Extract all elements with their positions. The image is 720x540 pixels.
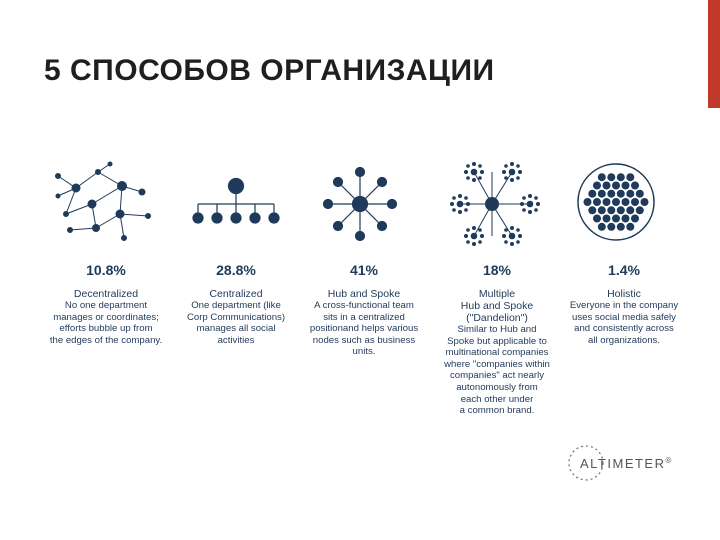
holistic-node xyxy=(640,198,649,206)
holistic-node xyxy=(597,206,606,215)
holistic-node xyxy=(635,206,644,215)
model-holistic: 1.4% Holistic Everyone in the company us… xyxy=(556,262,692,346)
holistic-node xyxy=(602,181,611,190)
logo-registered-mark: ® xyxy=(665,456,673,465)
model-percent: 18% xyxy=(482,262,512,278)
holistic-node xyxy=(612,181,620,190)
model-name: Centralized xyxy=(209,288,263,300)
holistic-node xyxy=(593,181,601,190)
holistic-node xyxy=(621,214,630,223)
holistic-node xyxy=(607,173,616,182)
holistic-node xyxy=(597,189,606,198)
model-percent: 10.8% xyxy=(86,262,126,278)
holistic-node xyxy=(616,189,625,198)
holistic-node xyxy=(631,198,639,206)
holistic-node xyxy=(631,214,639,223)
holistic-node xyxy=(616,222,625,231)
model-description: Everyone in the company uses social medi… xyxy=(569,300,679,346)
model-name: Hub and Spoke xyxy=(327,288,401,300)
model-name: Multiple Hub and Spoke ("Dandelion") xyxy=(460,288,534,324)
accent-bar xyxy=(708,0,720,108)
model-decentralized: 10.8% Decentralized No one department ma… xyxy=(38,262,174,346)
dandelion-icon xyxy=(450,162,540,246)
holistic-node xyxy=(588,206,597,215)
holistic-node xyxy=(631,181,639,190)
holistic-node xyxy=(635,189,644,198)
model-multiple-hub-and-spoke: 18% Multiple Hub and Spoke ("Dandelion")… xyxy=(430,262,564,417)
holistic-node xyxy=(612,214,620,223)
altimeter-logo-mark xyxy=(568,445,604,481)
holistic-node xyxy=(593,214,601,223)
model-description: No one department manages or coordinates… xyxy=(49,300,163,346)
holistic-node xyxy=(593,198,601,206)
holistic-node xyxy=(607,222,616,231)
holistic-node xyxy=(621,181,630,190)
holistic-node xyxy=(583,198,592,206)
model-percent: 28.8% xyxy=(216,262,256,278)
holistic-node xyxy=(607,189,616,198)
altimeter-logo: ALTIMETER® xyxy=(580,456,673,471)
model-description: One department (like Corp Communications… xyxy=(186,300,286,346)
model-name: Holistic xyxy=(607,288,641,300)
holistic-node xyxy=(616,206,625,215)
logo-text: ALTIMETER xyxy=(580,456,666,471)
holistic-node xyxy=(602,214,611,223)
holistic-node xyxy=(626,173,635,182)
model-description: A cross-functional team sits in a centra… xyxy=(309,300,419,358)
holistic-node xyxy=(607,206,616,215)
model-description: Similar to Hub and Spoke but applicable … xyxy=(444,324,550,417)
holistic-node xyxy=(612,198,620,206)
holistic-node xyxy=(621,198,630,206)
holistic-node xyxy=(597,222,606,231)
holistic-node xyxy=(602,198,611,206)
hub-and-spoke-icon xyxy=(322,166,398,242)
model-name: Decentralized xyxy=(73,288,139,300)
holistic-icon xyxy=(577,163,655,241)
holistic-node xyxy=(626,206,635,215)
holistic-node xyxy=(616,173,625,182)
holistic-node xyxy=(626,222,635,231)
holistic-node xyxy=(597,173,606,182)
decentralized-icon xyxy=(55,161,151,241)
model-percent: 1.4% xyxy=(608,262,640,278)
holistic-node xyxy=(626,189,635,198)
model-percent: 41% xyxy=(349,262,379,278)
model-centralized: 28.8% Centralized One department (like C… xyxy=(172,262,300,346)
slide-title: 5 СПОСОБОВ ОРГАНИЗАЦИИ xyxy=(44,54,495,87)
model-hub-and-spoke: 41% Hub and Spoke A cross-functional tea… xyxy=(300,262,428,358)
holistic-node xyxy=(588,189,597,198)
centralized-icon xyxy=(192,177,280,224)
